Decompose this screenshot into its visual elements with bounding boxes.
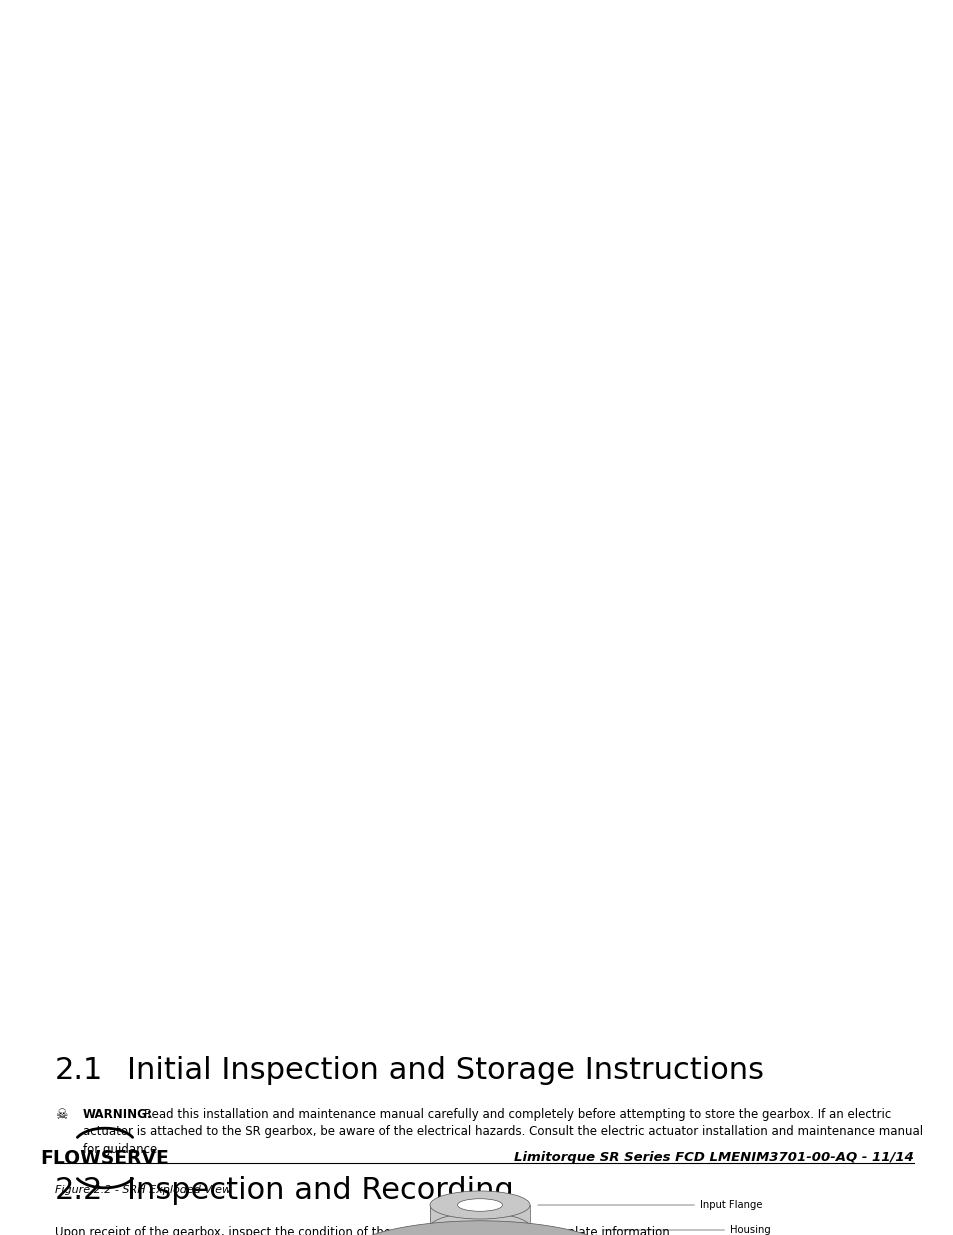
Text: 2.2: 2.2 xyxy=(55,1176,103,1205)
Text: Upon receipt of the gearbox, inspect the condition of the equipment, and record : Upon receipt of the gearbox, inspect the… xyxy=(55,1226,673,1235)
Ellipse shape xyxy=(430,1191,530,1219)
Bar xyxy=(430,1205,530,1228)
Text: Initial Inspection and Storage Instructions: Initial Inspection and Storage Instructi… xyxy=(127,1056,763,1086)
Ellipse shape xyxy=(457,1199,502,1212)
Text: Housing: Housing xyxy=(602,1225,770,1235)
Text: ☠: ☠ xyxy=(55,1108,68,1123)
Text: Limitorque SR Series FCD LMENIM3701-00-AQ - 11/14: Limitorque SR Series FCD LMENIM3701-00-A… xyxy=(514,1151,913,1165)
Text: FLOWSERVE: FLOWSERVE xyxy=(41,1149,170,1167)
Ellipse shape xyxy=(430,1213,530,1235)
Text: Read this installation and maintenance manual carefully and completely before at: Read this installation and maintenance m… xyxy=(144,1108,890,1121)
Text: WARNING:: WARNING: xyxy=(83,1108,152,1121)
Text: Input Flange: Input Flange xyxy=(537,1200,761,1210)
Ellipse shape xyxy=(339,1221,619,1235)
Text: Figure 2.2 - SRH Exploded View: Figure 2.2 - SRH Exploded View xyxy=(55,1186,231,1195)
Text: 2.1: 2.1 xyxy=(55,1056,103,1086)
Text: for guidance.: for guidance. xyxy=(83,1144,161,1156)
Text: Inspection and Recording: Inspection and Recording xyxy=(127,1176,514,1205)
Text: actuator is attached to the SR gearbox, be aware of the electrical hazards. Cons: actuator is attached to the SR gearbox, … xyxy=(83,1125,923,1139)
